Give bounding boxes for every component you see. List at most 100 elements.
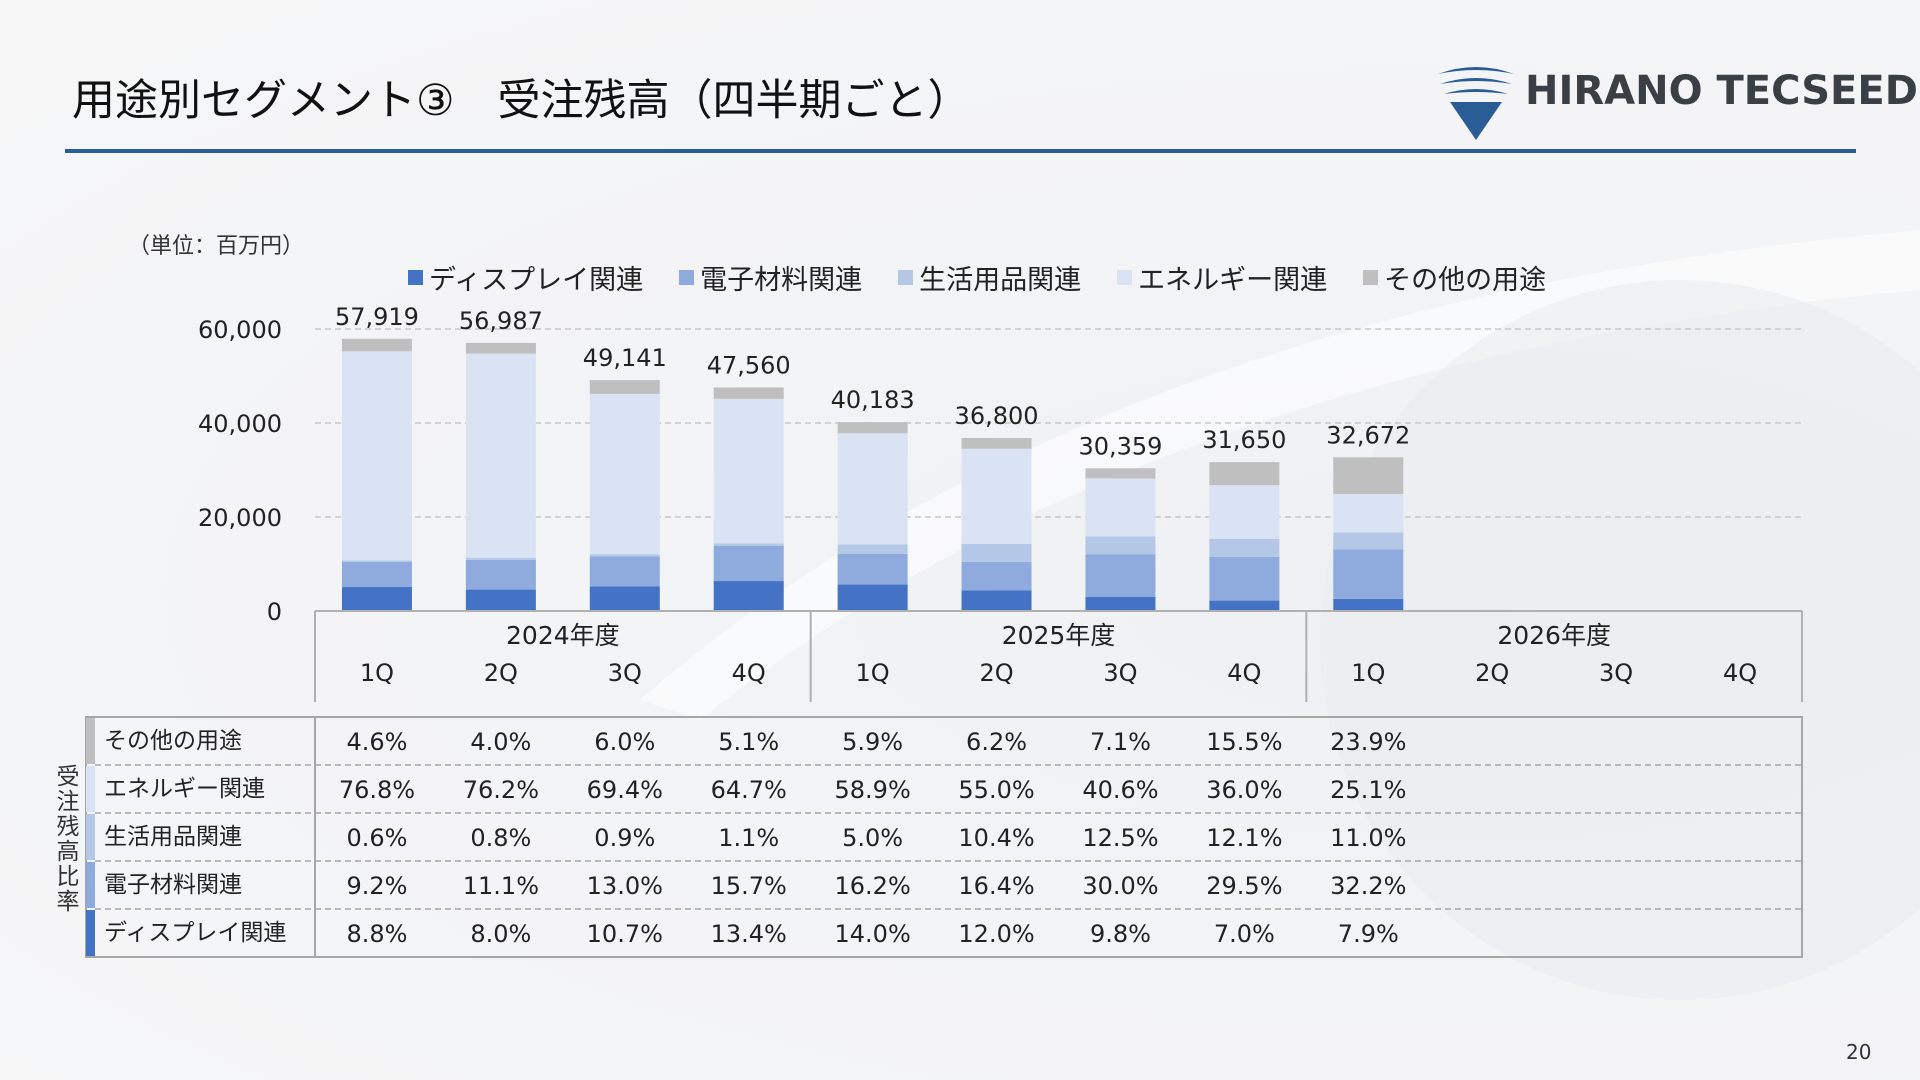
ratio-cell: 25.1% [1330, 776, 1406, 804]
bar-segment [1085, 597, 1156, 611]
quarter-label: 4Q [732, 659, 766, 687]
bar-segment [961, 543, 1032, 562]
ratio-cell: 29.5% [1206, 872, 1282, 900]
ratio-cell: 5.1% [718, 728, 779, 756]
total-data-label: 36,800 [955, 402, 1039, 430]
ratio-cell: 9.8% [1090, 920, 1151, 948]
unit-label: （単位：百万円） [128, 234, 305, 259]
bar-segment [713, 581, 784, 611]
bar-segment [1333, 457, 1404, 494]
total-data-label: 49,141 [583, 344, 667, 372]
total-data-label: 57,919 [335, 303, 419, 331]
legend-item-display: ディスプレイ関連 [408, 258, 643, 297]
ratio-cell: 9.2% [346, 872, 407, 900]
bar-segment [1209, 556, 1280, 601]
bar-segment [713, 387, 784, 399]
ratio-cell: 14.0% [835, 920, 911, 948]
ratio-cell: 16.2% [835, 872, 911, 900]
bar-segment [1085, 478, 1156, 537]
ratio-row-label: 生活用品関連 [104, 824, 242, 850]
ratio-cell: 1.1% [718, 824, 779, 852]
table-side-label: 受注残高比率 [56, 764, 80, 915]
bar-segment [837, 544, 908, 554]
bar-segment [589, 556, 660, 587]
ratio-cell: 5.0% [842, 824, 903, 852]
ratio-table-border [85, 716, 1803, 958]
bar-segment [341, 560, 412, 562]
quarter-label: 2Q [484, 659, 518, 687]
ratio-cell: 6.2% [966, 728, 1027, 756]
ratio-cell: 23.9% [1330, 728, 1406, 756]
ratio-cell: 12.0% [958, 920, 1034, 948]
quarter-label: 4Q [1227, 659, 1261, 687]
total-data-label: 56,987 [459, 307, 543, 335]
y-tick-label: 60,000 [198, 316, 282, 344]
bar-segment [589, 380, 660, 394]
bar-segment [961, 561, 1032, 591]
bar-segment [1333, 598, 1404, 611]
ratio-cell: 16.4% [958, 872, 1034, 900]
total-data-label: 30,359 [1078, 432, 1162, 460]
bar-segment [1333, 549, 1404, 599]
ratio-cell: 55.0% [958, 776, 1034, 804]
ratio-cell: 6.0% [594, 728, 655, 756]
ratio-cell: 11.0% [1330, 824, 1406, 852]
bar-segment [465, 559, 536, 590]
bar-segment [1209, 462, 1280, 486]
bar-segment [837, 433, 908, 545]
bar-segment [1209, 538, 1280, 557]
bar-segment [961, 438, 1032, 449]
ratio-cell: 0.6% [346, 824, 407, 852]
ratio-cell: 30.0% [1082, 872, 1158, 900]
ratio-row-color-bar [86, 718, 95, 764]
y-tick-label: 40,000 [198, 410, 282, 438]
bar-segment [1333, 493, 1404, 533]
ratio-row-color-bar [86, 814, 95, 860]
bar-segment [589, 393, 660, 555]
bar-segment [341, 561, 412, 588]
header-rule [65, 149, 1856, 153]
legend-item-energy: エネルギー関連 [1117, 258, 1327, 297]
ratio-cell: 10.7% [587, 920, 663, 948]
ratio-cell: 11.1% [463, 872, 539, 900]
legend-swatch-other [1363, 270, 1379, 285]
ratio-cell: 13.0% [587, 872, 663, 900]
bar-segment [1209, 600, 1280, 611]
legend-swatch-living [898, 270, 914, 285]
ratio-cell: 0.8% [470, 824, 531, 852]
quarter-label: 3Q [1103, 659, 1137, 687]
fiscal-year-label: 2024年度 [506, 621, 620, 650]
fiscal-year-label: 2025年度 [1002, 621, 1116, 650]
total-data-label: 40,183 [831, 386, 915, 414]
quarter-label: 3Q [608, 659, 642, 687]
quarter-label: 1Q [1351, 659, 1385, 687]
bar-segment [1085, 536, 1156, 555]
quarter-label: 2Q [979, 659, 1013, 687]
total-data-label: 32,672 [1326, 421, 1410, 449]
page-number: 20 [1846, 1040, 1872, 1064]
fiscal-year-label: 2026年度 [1497, 621, 1611, 650]
bar-segment [837, 553, 908, 585]
page-title: 用途別セグメント③ 受注残高（四半期ごと） [72, 76, 971, 126]
ratio-cell: 15.5% [1206, 728, 1282, 756]
bar-segment [961, 448, 1032, 544]
bar-segment [1085, 554, 1156, 598]
bar-segment [961, 590, 1032, 611]
ratio-cell: 10.4% [958, 824, 1034, 852]
bar-segment [837, 584, 908, 611]
y-tick-label: 0 [267, 598, 282, 626]
quarter-label: 1Q [856, 659, 890, 687]
bar-segment [713, 545, 784, 582]
ratio-row-label: 電子材料関連 [104, 872, 242, 898]
ratio-cell: 12.5% [1082, 824, 1158, 852]
bar-segment [1085, 468, 1156, 479]
bar-segment [465, 589, 536, 611]
quarter-label: 1Q [360, 659, 394, 687]
ratio-row-label: その他の用途 [104, 728, 242, 754]
ratio-cell: 8.0% [470, 920, 531, 948]
legend-swatch-electronic [679, 270, 695, 285]
legend-item-living: 生活用品関連 [898, 258, 1081, 297]
legend-item-other: その他の用途 [1363, 258, 1546, 297]
ratio-cell: 4.0% [470, 728, 531, 756]
